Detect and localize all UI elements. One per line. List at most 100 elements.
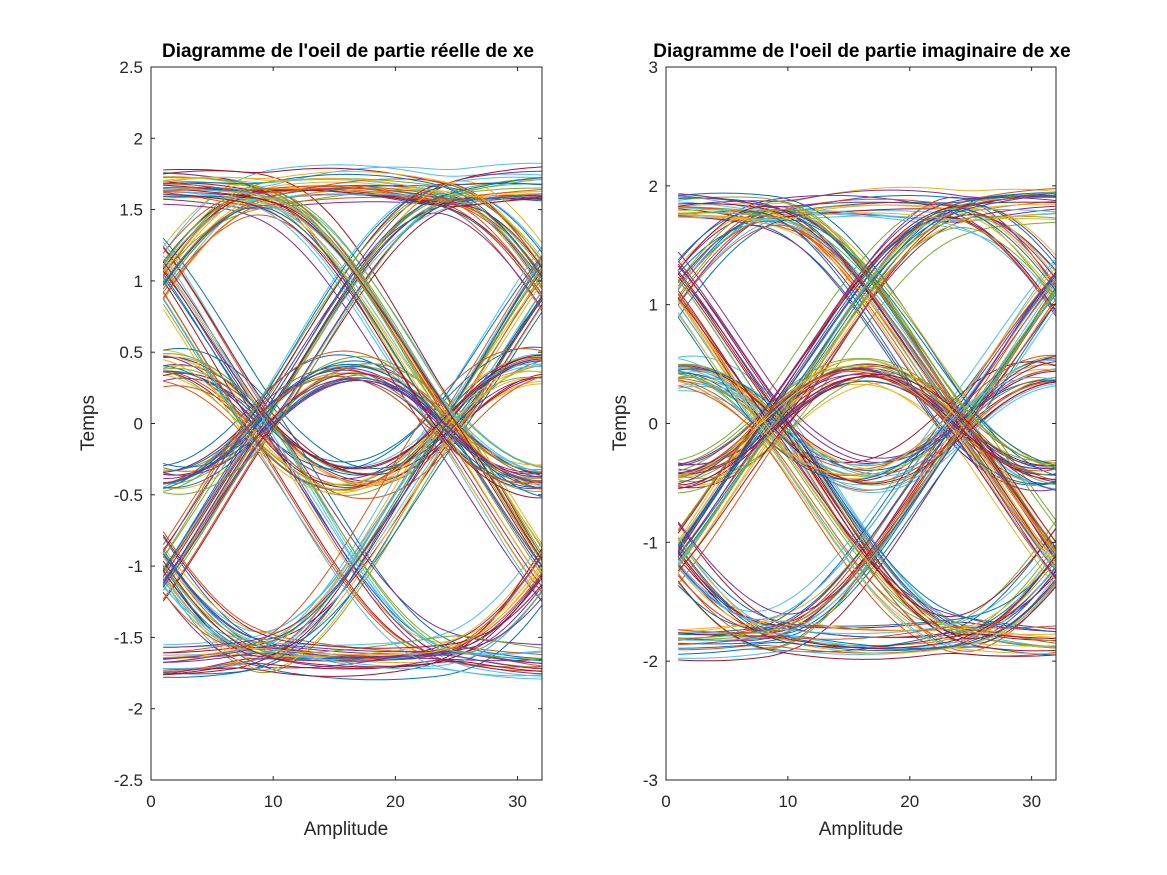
x-tick-label: 30 — [1022, 792, 1041, 811]
y-tick-label: -2.5 — [114, 771, 143, 790]
trace-line — [163, 188, 542, 473]
axes-imaginary-part: Diagramme de l'oeil de partie imaginaire… — [610, 41, 1071, 840]
trace-line — [677, 206, 1056, 572]
axes-real-part: Diagramme de l'oeil de partie réelle de … — [78, 41, 543, 840]
trace-line — [677, 367, 1056, 559]
trace-line — [163, 376, 542, 500]
y-ticks-imaginary: 3 2 1 0 -1 -2 -3 — [643, 58, 1056, 790]
trace-line — [162, 378, 542, 588]
x-tick-label: 0 — [146, 792, 155, 811]
trace-line — [163, 380, 542, 668]
trace-line — [677, 290, 1056, 485]
trace-line — [677, 376, 1056, 621]
trace-line — [677, 208, 1056, 565]
trace-line — [678, 212, 1056, 468]
trace-line — [162, 255, 542, 463]
x-axis-label-real: Amplitude — [304, 819, 389, 840]
trace-line — [163, 177, 542, 485]
trace-line — [678, 376, 1056, 486]
trace-line — [677, 265, 1056, 631]
trace-line — [162, 206, 542, 488]
trace-line — [678, 624, 1056, 644]
trace-line — [162, 197, 542, 557]
trace-line — [162, 347, 542, 648]
y-tick-label: -1 — [643, 533, 658, 552]
trace-line — [163, 176, 542, 488]
trace-line — [163, 375, 542, 485]
trace-line — [162, 372, 542, 583]
trace-line — [677, 217, 1056, 570]
trace-line — [162, 188, 542, 478]
y-tick-label: 0 — [134, 415, 143, 434]
trace-line — [163, 657, 542, 675]
trace-line — [678, 203, 1056, 461]
y-tick-label: 1 — [134, 272, 143, 291]
y-axis-label-real: Temps — [78, 395, 99, 451]
trace-line — [677, 365, 1056, 566]
trace-line — [677, 198, 1056, 300]
trace-line — [163, 370, 542, 486]
trace-line — [678, 378, 1056, 633]
trace-line — [677, 251, 1056, 459]
y-tick-label: 1.5 — [119, 201, 143, 220]
trace-line — [678, 204, 1056, 297]
trace-line — [678, 302, 1056, 645]
traces-imaginary — [677, 186, 1056, 662]
trace-line — [162, 189, 542, 269]
trace-line — [162, 291, 542, 652]
trace-line — [163, 359, 542, 492]
trace-line — [163, 376, 542, 648]
trace-line — [162, 237, 542, 470]
trace-line — [163, 363, 542, 670]
trace-line — [163, 365, 542, 654]
trace-line — [678, 298, 1056, 475]
chart-title-imaginary: Diagramme de l'oeil de partie imaginaire… — [653, 41, 1070, 62]
trace-line — [163, 187, 542, 561]
trace-line — [678, 193, 1056, 280]
trace-line — [678, 379, 1056, 641]
trace-line — [677, 194, 1056, 546]
trace-line — [677, 536, 1056, 654]
x-tick-label: 30 — [508, 792, 527, 811]
trace-line — [678, 186, 1056, 208]
y-tick-label: 0 — [649, 415, 658, 434]
trace-line — [163, 182, 542, 490]
x-axis-label-imaginary: Amplitude — [819, 819, 904, 840]
trace-line — [678, 194, 1056, 312]
trace-line — [678, 215, 1056, 492]
trace-line — [677, 205, 1056, 467]
chart-title-real: Diagramme de l'oeil de partie réelle de … — [162, 41, 534, 62]
trace-line — [677, 258, 1056, 613]
trace-line — [677, 368, 1056, 579]
trace-line — [163, 187, 542, 487]
trace-line — [678, 212, 1056, 554]
trace-line — [677, 224, 1056, 548]
trace-line — [162, 534, 542, 649]
trace-line — [162, 350, 542, 553]
y-tick-label: -1.5 — [114, 628, 143, 647]
x-tick-label: 10 — [778, 792, 797, 811]
trace-line — [163, 172, 542, 490]
trace-line — [678, 380, 1056, 636]
y-ticks-real: 2.5 2 1.5 1 0.5 0 -0.5 -1 -1.5 -2 -2.5 — [114, 58, 542, 790]
trace-line — [163, 597, 542, 663]
trace-line — [677, 192, 1056, 563]
trace-line — [163, 176, 542, 274]
x-ticks-real: 0 10 20 30 — [146, 67, 527, 811]
trace-line — [678, 580, 1056, 652]
trace-line — [162, 358, 542, 640]
trace-line — [162, 274, 542, 496]
trace-line — [162, 261, 542, 470]
trace-line — [677, 270, 1056, 645]
y-tick-label: 2.5 — [119, 58, 143, 77]
y-tick-label: -2 — [643, 652, 658, 671]
y-axis-label-imaginary: Temps — [610, 395, 631, 451]
traces-real — [162, 162, 542, 681]
trace-line — [162, 380, 542, 588]
trace-line — [163, 183, 542, 295]
y-tick-label: -0.5 — [114, 486, 143, 505]
trace-line — [162, 261, 542, 468]
trace-line — [163, 263, 542, 675]
y-tick-label: -1 — [128, 557, 143, 576]
